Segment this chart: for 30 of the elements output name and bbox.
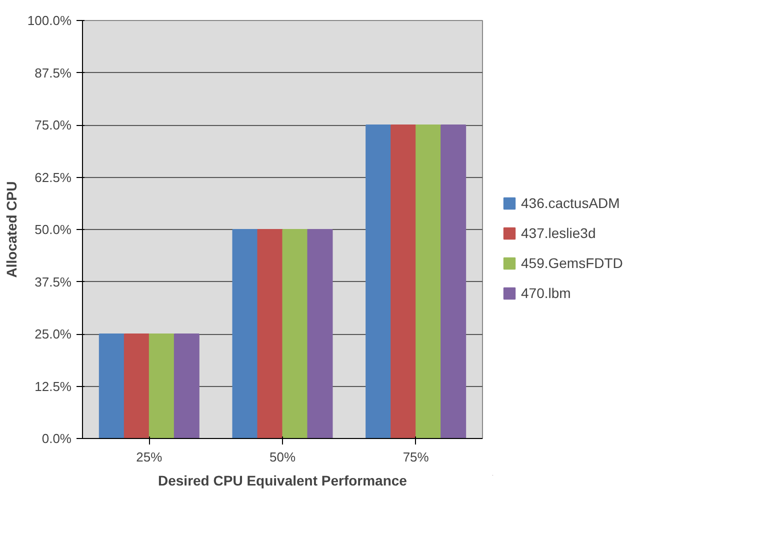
bar [416, 124, 442, 438]
y-tick-label: 75.0% [34, 118, 72, 132]
legend-label: 459.GemsFDTD [521, 254, 623, 270]
y-tick-label: 100.0% [27, 13, 72, 28]
y-tick-label: 25.0% [34, 326, 72, 342]
bar [232, 229, 258, 438]
legend-label: 436.cactusADM [521, 194, 620, 210]
legend-label: 470.lbm [521, 284, 571, 300]
y-tick-label: 50.0% [34, 222, 72, 237]
bar [366, 124, 392, 438]
bar [440, 124, 466, 438]
x-tick-label: 50% [269, 450, 296, 464]
bar [282, 229, 308, 438]
y-tick-label: 37.5% [34, 274, 72, 290]
y-tick-label: 0.0% [42, 431, 72, 446]
bar [98, 334, 124, 438]
bar [124, 334, 150, 438]
legend-label: 437.leslie3d [521, 224, 596, 240]
y-tick-label: 87.5% [34, 65, 72, 80]
bar [307, 229, 333, 438]
bar [174, 334, 200, 438]
bar [390, 124, 416, 438]
x-tick-label: 25% [136, 450, 163, 464]
bar [257, 229, 283, 438]
x-axis-title: Desired CPU Equivalent Performance [158, 472, 408, 488]
x-tick-label: 75% [402, 450, 430, 464]
y-tick-label: 12.5% [34, 378, 72, 394]
y-tick-label: 62.5% [34, 170, 72, 185]
y-axis-title: Allocated CPU [3, 181, 20, 278]
bar [148, 334, 174, 438]
